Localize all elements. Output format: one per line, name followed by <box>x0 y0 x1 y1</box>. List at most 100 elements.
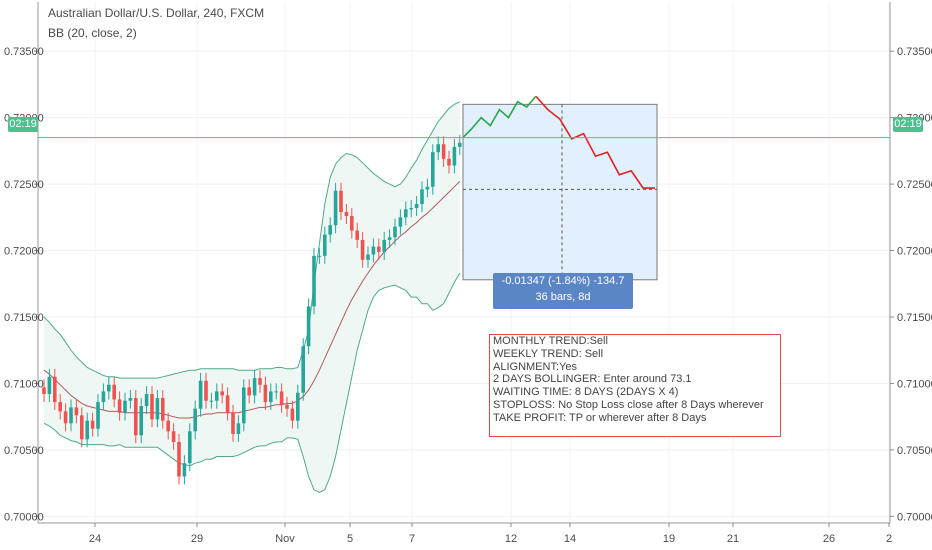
price-tag-right: 02:19 <box>893 117 923 132</box>
candle-body[interactable] <box>112 384 116 400</box>
candle-body[interactable] <box>263 384 268 403</box>
candle-body[interactable] <box>139 406 143 436</box>
candle-body[interactable] <box>193 408 197 432</box>
bollinger-fill <box>44 101 460 493</box>
candle-body[interactable] <box>231 412 235 434</box>
candle-body[interactable] <box>166 420 170 432</box>
candle-body[interactable] <box>285 404 289 409</box>
candle-body[interactable] <box>279 391 284 405</box>
candle-body[interactable] <box>393 226 397 238</box>
price-range-box[interactable] <box>462 103 658 281</box>
candle-body[interactable] <box>447 158 451 166</box>
candle-body[interactable] <box>350 215 354 231</box>
candle-body[interactable] <box>398 217 403 227</box>
candle-body[interactable] <box>312 255 316 307</box>
candle-body[interactable] <box>420 189 424 205</box>
candle-body[interactable] <box>182 463 187 477</box>
candle-body[interactable] <box>242 387 246 424</box>
note-weekly-trend: WEEKLY TREND: Sell <box>493 347 604 360</box>
candle-body[interactable] <box>371 246 376 255</box>
candle-body[interactable] <box>220 391 224 396</box>
indicator-label[interactable]: BB (20, close, 2) <box>48 26 137 40</box>
candle-body[interactable] <box>306 306 311 347</box>
y-axis-right: 0.70000 0.70500 0.71000 0.71500 0.72000 0.725… <box>890 46 932 523</box>
candle-body[interactable] <box>225 395 230 413</box>
candle-body[interactable] <box>204 380 208 401</box>
candle-body[interactable] <box>452 146 457 166</box>
candle-body[interactable] <box>317 255 322 257</box>
candle-body[interactable] <box>90 420 95 429</box>
candle-body[interactable] <box>144 394 149 407</box>
candle-body[interactable] <box>171 431 176 442</box>
y-tick-label: 0.72500 <box>4 179 44 191</box>
candle-body[interactable] <box>431 152 435 187</box>
candle-body[interactable] <box>42 387 46 395</box>
candlesticks[interactable] <box>42 134 462 485</box>
candle-body[interactable] <box>328 225 332 235</box>
candle-body[interactable] <box>134 398 138 436</box>
x-tick-label: Nov <box>275 533 295 545</box>
candle-body[interactable] <box>409 208 413 210</box>
candle-body[interactable] <box>215 391 219 401</box>
candle-body[interactable] <box>53 376 57 403</box>
candle-body[interactable] <box>188 431 192 464</box>
candle-body[interactable] <box>247 387 251 396</box>
trade-notes[interactable]: MONTHLY TREND:Sell WEEKLY TREND: Sell AL… <box>489 334 781 437</box>
candle-body[interactable] <box>236 423 241 434</box>
note-stoploss: STOPLOSS: No Stop Loss close after 8 Day… <box>493 398 764 411</box>
x-tick-label: 2 <box>886 533 892 545</box>
candle-body[interactable] <box>74 407 79 416</box>
y-tick-label: 0.72000 <box>4 246 44 258</box>
candle-body[interactable] <box>290 408 295 421</box>
candle-body[interactable] <box>360 239 365 260</box>
candle-body[interactable] <box>155 398 160 420</box>
candle-body[interactable] <box>47 376 52 395</box>
candle-body[interactable] <box>382 239 386 252</box>
candle-body[interactable] <box>69 407 73 424</box>
candle-body[interactable] <box>301 346 305 393</box>
candle-body[interactable] <box>128 398 133 401</box>
candle-body[interactable] <box>404 209 408 218</box>
candle-body[interactable] <box>377 246 381 252</box>
note-take-profit: TAKE PROFIT: TP or wherever after 8 Days <box>493 411 707 424</box>
candle-body[interactable] <box>436 144 440 153</box>
candle-body[interactable] <box>366 254 370 260</box>
measure-label: -0.01347 (-1.84%) -134.7 36 bars, 8d <box>493 273 633 309</box>
candle-body[interactable] <box>161 398 165 421</box>
candle-body[interactable] <box>63 411 68 424</box>
candle-body[interactable] <box>117 399 122 413</box>
candle-body[interactable] <box>252 378 257 396</box>
candle-body[interactable] <box>355 230 359 240</box>
candle-body[interactable] <box>339 190 343 212</box>
candle-body[interactable] <box>269 391 273 403</box>
candle-body[interactable] <box>177 441 181 477</box>
y-tick-label: 0.70000 <box>897 511 932 523</box>
candle-body[interactable] <box>387 237 392 240</box>
candle-body[interactable] <box>425 186 430 190</box>
candle-body[interactable] <box>85 420 89 440</box>
candle-body[interactable] <box>323 234 327 256</box>
note-bollinger: 2 DAYS BOLLINGER: Enter around 73.1 <box>493 373 692 386</box>
candle-body[interactable] <box>344 211 349 216</box>
y-tick-label: 0.73500 <box>4 46 44 58</box>
candle-body[interactable] <box>107 384 111 392</box>
candle-body[interactable] <box>441 144 446 159</box>
candle-body[interactable] <box>96 402 100 429</box>
candle-body[interactable] <box>209 400 214 402</box>
candle-body[interactable] <box>58 402 62 412</box>
x-tick-label: 5 <box>347 533 353 545</box>
candle-body[interactable] <box>458 142 462 147</box>
candle-body[interactable] <box>198 380 203 409</box>
candle-body[interactable] <box>414 204 419 209</box>
x-tick-label: 29 <box>191 533 203 545</box>
candle-body[interactable] <box>80 415 84 440</box>
candle-body[interactable] <box>101 391 106 403</box>
candle-body[interactable] <box>296 392 300 421</box>
candle-body[interactable] <box>150 394 154 420</box>
candle-body[interactable] <box>274 391 278 393</box>
x-tick-label: 21 <box>727 533 739 545</box>
candle-body[interactable] <box>123 400 127 413</box>
candle-body[interactable] <box>333 190 338 226</box>
candle-body[interactable] <box>258 378 262 385</box>
